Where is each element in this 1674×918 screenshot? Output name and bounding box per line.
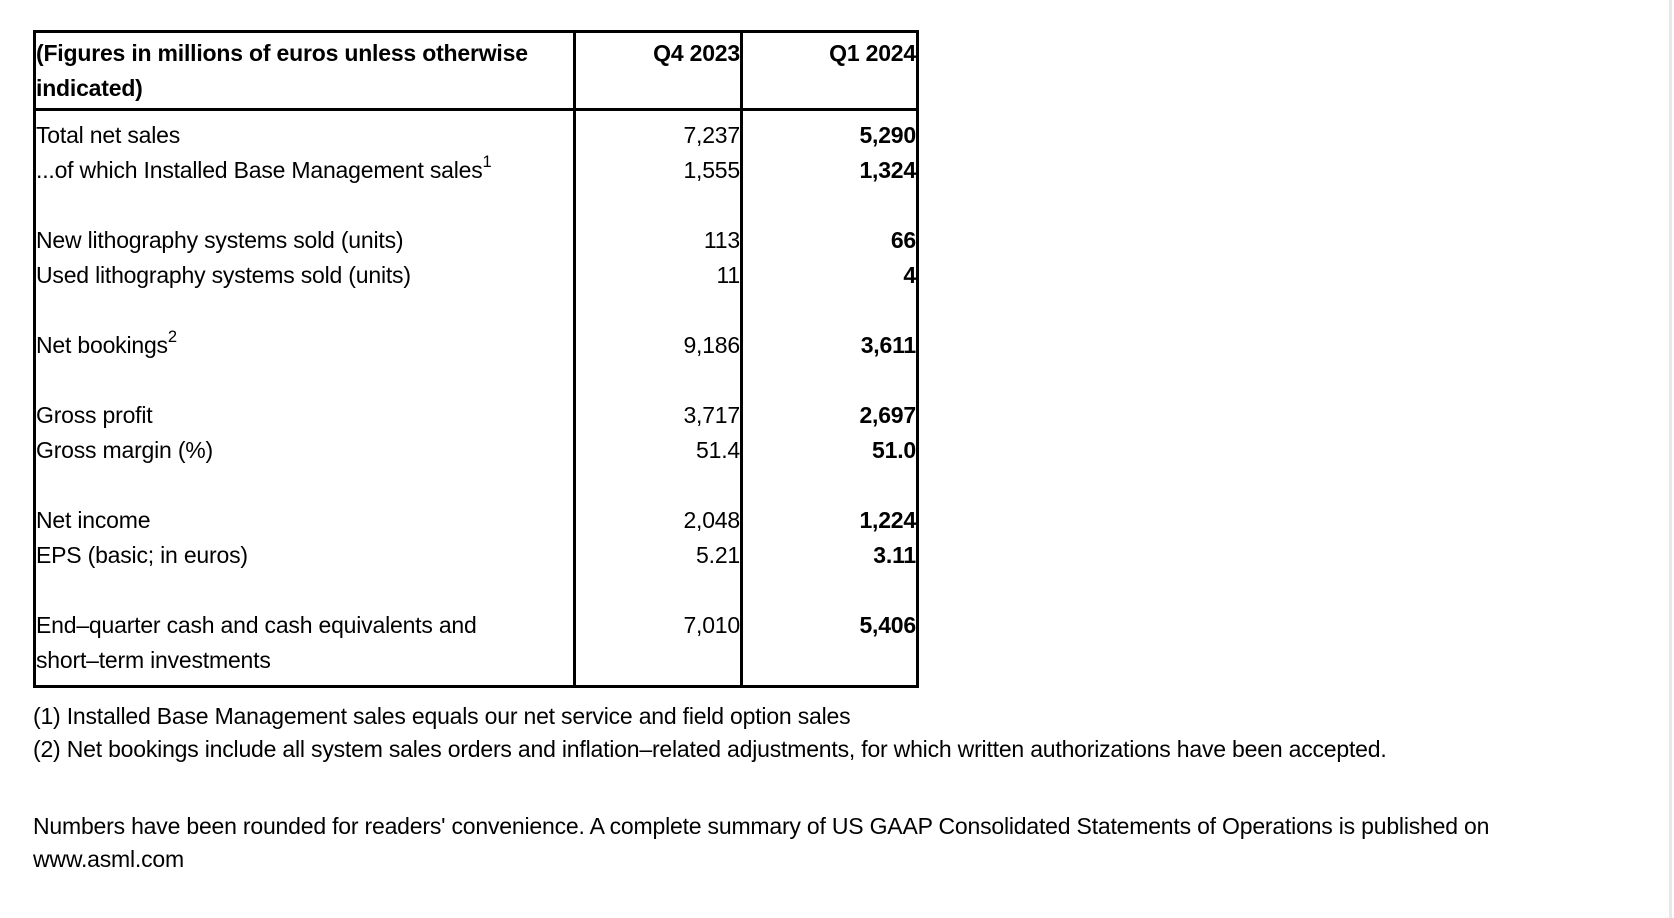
table-row: Net income 2,048 1,224: [35, 502, 918, 538]
value-q4-2023: 5.21: [573, 537, 742, 573]
value-q4-2023: [573, 187, 742, 223]
table-row: Used lithography systems sold (units) 11 4: [35, 257, 918, 293]
table-row: Total net sales 7,237 5,290: [35, 117, 918, 153]
table-caption-line1: (Figures in millions of euros unless oth…: [36, 40, 528, 66]
value-q1-2024: [740, 187, 918, 223]
spacer-cell: [35, 110, 575, 118]
value-q1-2024: 2,697: [740, 397, 918, 433]
table-row: Gross profit 3,717 2,697: [35, 397, 918, 433]
spacer-cell: [740, 109, 918, 118]
row-label: Net income: [36, 506, 151, 533]
page-edge-line: [1669, 0, 1672, 918]
value-q4-2023: [573, 362, 742, 398]
value-q4-2023: [573, 467, 742, 503]
value-q1-2024: 51.0: [740, 432, 918, 468]
table-row: EPS (basic; in euros) 5.21 3.11: [35, 537, 918, 573]
row-label: [35, 573, 575, 608]
row-label: Used lithography systems sold (units): [36, 261, 411, 288]
value-q4-2023: 7,237: [573, 117, 742, 153]
table-spacer-row: [35, 362, 918, 398]
value-q4-2023: [573, 572, 742, 608]
column-header-q1-2024: Q1 2024: [740, 31, 918, 111]
row-label: [35, 363, 575, 398]
asml-url-text: www.asml.com: [33, 846, 184, 872]
footnote-marker: 2: [167, 327, 178, 347]
table-padding-row: [35, 109, 918, 118]
row-label: Gross margin (%): [36, 436, 213, 463]
table-spacer-row: [35, 572, 918, 608]
value-q4-2023: [573, 292, 742, 328]
spacer-cell: [573, 109, 742, 118]
spacer-cell: [35, 678, 575, 687]
spacer-cell: [573, 677, 742, 687]
value-q4-2023: 1,555: [573, 152, 742, 188]
value-q4-2023: 2,048: [573, 502, 742, 538]
table-caption-line2: indicated): [36, 75, 143, 101]
value-q4-2023: 9,186: [573, 327, 742, 363]
table-row: ...of which Installed Base Management sa…: [35, 152, 918, 188]
value-q1-2024: [740, 467, 918, 503]
value-q1-2024: 4: [740, 257, 918, 293]
table-row: New lithography systems sold (units) 113 6…: [35, 222, 918, 258]
table-spacer-row: [35, 187, 918, 223]
value-q1-2024: 3,611: [740, 327, 918, 363]
row-label: [35, 468, 575, 503]
row-label: End–quarter cash and cash equivalents an…: [36, 611, 477, 673]
value-q1-2024: 1,324: [740, 152, 918, 188]
value-q1-2024: 1,224: [740, 502, 918, 538]
row-label: ...of which Installed Base Management sa…: [36, 152, 492, 183]
footnote-2: (2) Net bookings include all system sale…: [33, 736, 1387, 762]
row-label: [35, 188, 575, 223]
row-label: New lithography systems sold (units): [36, 226, 404, 253]
value-q1-2024: [740, 292, 918, 328]
rounding-note: Numbers have been rounded for readers' c…: [33, 810, 1489, 876]
table-body: Total net sales 7,237 5,290 ...of which Ins…: [35, 109, 918, 687]
value-q4-2023: 7,010: [573, 607, 742, 678]
value-q4-2023: 3,717: [573, 397, 742, 433]
footnotes-block: (1) Installed Base Management sales equa…: [33, 700, 1387, 766]
table-spacer-row: [35, 467, 918, 503]
value-q1-2024: [740, 362, 918, 398]
value-q1-2024: 5,290: [740, 117, 918, 153]
spacer-cell: [740, 677, 918, 687]
rounding-note-line1: Numbers have been rounded for readers' c…: [33, 813, 1490, 839]
value-q1-2024: 66: [740, 222, 918, 258]
table-row: Net bookings2 9,186 3,611: [35, 327, 918, 363]
value-q4-2023: 51.4: [573, 432, 742, 468]
value-q1-2024: 3.11: [740, 537, 918, 573]
table-row: End–quarter cash and cash equivalents an…: [35, 607, 918, 678]
table-row: Gross margin (%) 51.4 51.0: [35, 432, 918, 468]
row-label: EPS (basic; in euros): [36, 541, 248, 568]
value-q1-2024: [740, 572, 918, 608]
footnote-1: (1) Installed Base Management sales equa…: [33, 703, 851, 729]
row-label: Net bookings2: [36, 327, 178, 358]
footnote-marker: 1: [482, 152, 492, 172]
row-label: Total net sales: [36, 121, 181, 148]
value-q4-2023: 11: [573, 257, 742, 293]
table-header-row: (Figures in millions of euros unless oth…: [34, 31, 918, 111]
table-spacer-row: [35, 292, 918, 328]
row-label: Gross profit: [36, 401, 153, 428]
value-q1-2024: 5,406: [740, 607, 918, 678]
financial-summary-table: (Figures in millions of euros unless oth…: [33, 30, 919, 688]
value-q4-2023: 113: [573, 222, 742, 258]
column-header-q4-2023: Q4 2023: [573, 31, 742, 111]
row-label: [35, 293, 575, 328]
table-caption: (Figures in millions of euros unless oth…: [34, 31, 575, 111]
table-padding-row: [35, 677, 918, 687]
